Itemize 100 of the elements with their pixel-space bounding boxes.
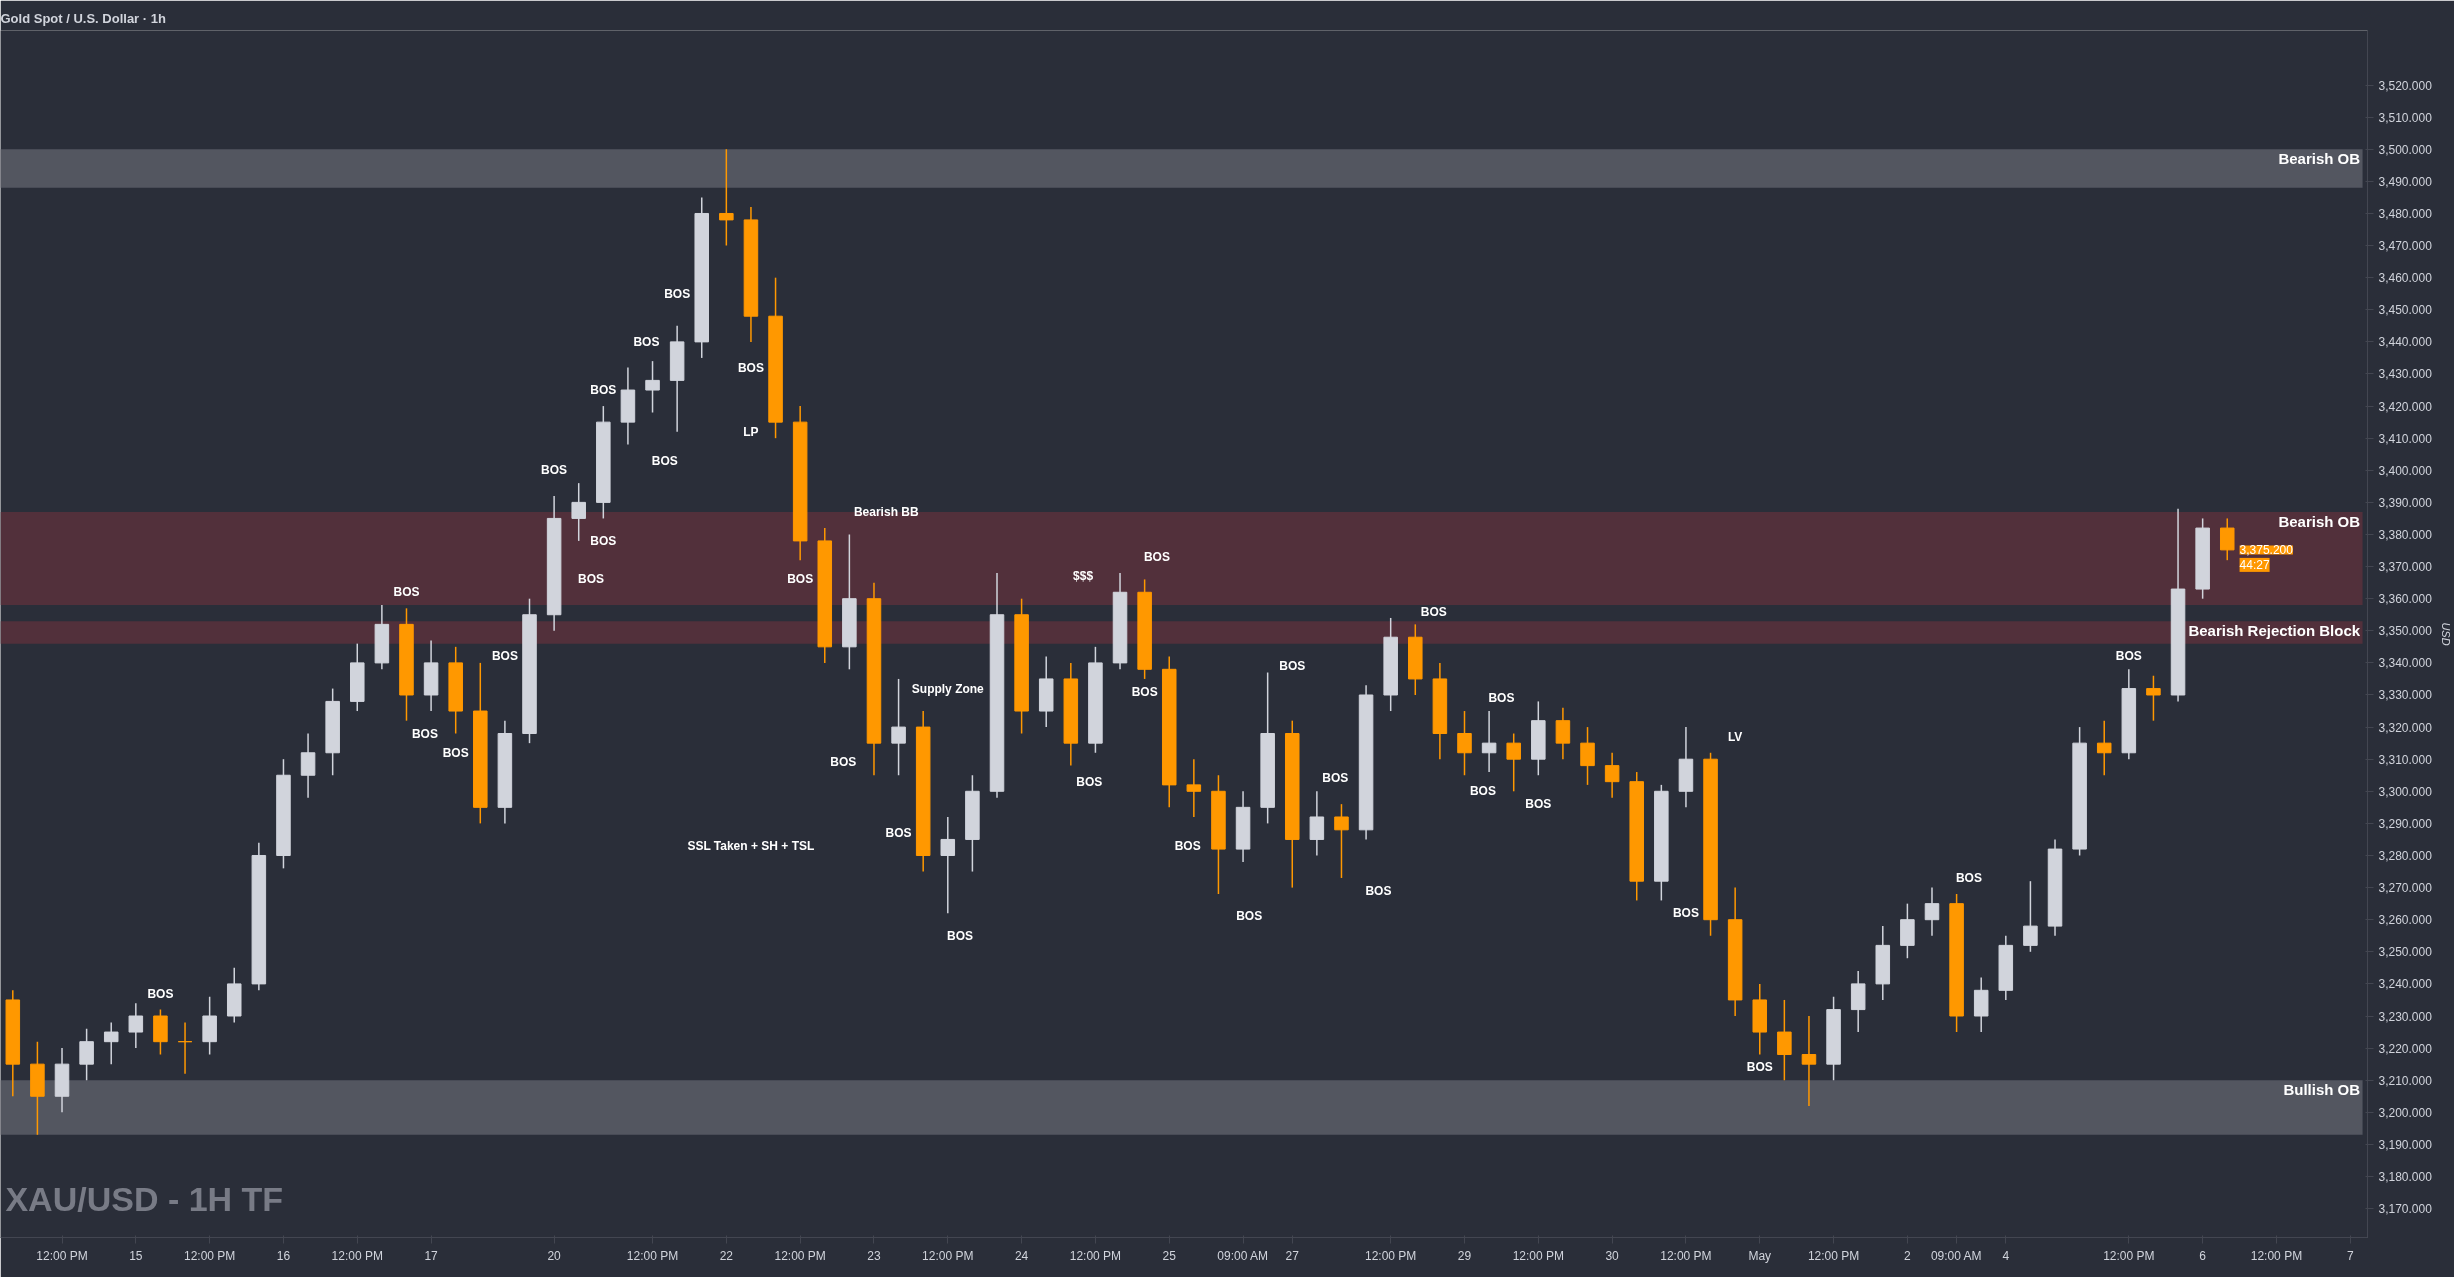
x-tick-label: 12:00 PM [922,1248,974,1263]
annotation: BOS [1525,797,1552,812]
x-tick-label: 29 [1457,1248,1472,1263]
y-tick-label: 3,220.000 [2378,1041,2433,1056]
annotation: Supply Zone [911,681,985,696]
candlestick [1481,710,1497,773]
y-tick-label: 3,270.000 [2378,881,2433,896]
x-tick-label: 12:00 PM [331,1248,383,1263]
candlestick [645,360,660,414]
y-tick-label: 3,280.000 [2378,849,2433,863]
annotation: LV [1727,729,1743,744]
annotation: BOS [1143,549,1170,564]
candlestick [1457,710,1472,776]
candlestick [1924,886,1940,937]
annotation: BOS [1322,771,1349,786]
x-tick-label: 12:00 PM [1365,1248,1417,1263]
annotation: Bearish BB [853,505,919,520]
candlestick [1506,732,1521,793]
annotation: BOS [147,986,174,1001]
candlestick [1555,707,1571,760]
candlestick [1186,758,1202,818]
candlestick [300,732,316,799]
x-tick-label: 23 [867,1248,881,1263]
y-axis-title: USD [2439,622,2452,646]
annotation: BOS [411,726,438,741]
annotation: BOS [737,360,764,375]
candlestick [1604,752,1620,799]
x-tick-label: 16 [276,1248,291,1263]
band-label: Bearish OB [2278,513,2361,531]
chart-title: Gold Spot / U.S. Dollar · 1h [0,10,166,26]
y-tick-label: 3,460.000 [2378,271,2433,286]
x-tick-label: 17 [424,1248,439,1263]
annotation: 44:27 [2239,557,2270,572]
annotation: BOS [1672,906,1699,921]
candlestick [128,1002,144,1049]
y-tick-label: 3,450.000 [2378,303,2433,318]
candlestick [940,816,956,915]
candlestick [2023,880,2038,953]
y-tick-label: 3,300.000 [2378,784,2433,799]
annotation: BOS [442,745,469,760]
y-tick-label: 3,230.000 [2378,1009,2433,1024]
x-tick-label: 12:00 PM [2103,1248,2155,1263]
annotation: BOS [541,463,568,478]
annotation: BOS [885,826,912,841]
y-tick-label: 3,500.000 [2378,142,2433,157]
candlestick [1309,790,1325,857]
annotation: XAU/USD - 1H TF [5,1180,284,1219]
y-tick-label: 3,210.000 [2378,1073,2433,1088]
candlestick [2146,674,2161,722]
x-tick-label: 7 [2346,1248,2354,1263]
x-tick-label: 12:00 PM [183,1248,236,1263]
x-tick-label: 6 [2199,1248,2207,1263]
annotation: BOS [491,649,518,664]
x-tick-label: 25 [1162,1248,1177,1263]
candlestick [1801,1015,1817,1107]
annotation: BOS [664,286,691,301]
band-label: Bearish Rejection Block [2188,622,2361,640]
candlestick [571,482,586,542]
y-tick-label: 3,330.000 [2378,688,2433,703]
band-label: Bearish OB [2278,150,2361,168]
annotation: BOS [1236,909,1263,924]
x-tick-label: 12:00 PM [1807,1248,1860,1263]
x-tick-label: 12:00 PM [36,1248,88,1263]
y-tick-label: 3,240.000 [2378,977,2433,992]
x-tick-label: 24 [1014,1248,1029,1263]
annotation: BOS [1488,691,1515,706]
x-tick-label: 4 [2002,1248,2010,1263]
candlestick [891,678,906,776]
x-tick-label: 27 [1285,1248,1300,1263]
y-tick-label: 3,370.000 [2378,560,2433,575]
annotation: BOS [1469,784,1496,799]
annotation: $$$ [1073,569,1094,584]
y-tick-label: 3,380.000 [2378,527,2433,542]
annotation: BOS [947,928,974,943]
x-tick-label: 12:00 PM [1512,1248,1565,1263]
annotation: 3,375.200 [2239,543,2294,558]
x-tick-label: 12:00 PM [1660,1248,1712,1263]
annotation: BOS [590,383,617,398]
annotation: BOS [633,334,660,349]
y-tick-label: 3,290.000 [2378,816,2433,831]
annotation: BOS [590,533,617,548]
x-tick-label: 12:00 PM [774,1248,826,1263]
annotation: BOS [1131,684,1158,699]
x-tick-label: 22 [719,1248,734,1263]
candlestick [1580,726,1595,786]
y-tick-label: 3,410.000 [2378,431,2433,446]
annotation: BOS [2115,649,2142,664]
annotation: BOS [1746,1060,1773,1075]
y-tick-label: 3,440.000 [2378,335,2433,350]
annotation: BOS [393,585,420,600]
y-tick-label: 3,170.000 [2378,1202,2433,1217]
annotation: BOS [578,572,605,587]
annotation: BOS [1174,838,1201,853]
candlestick [1777,999,1792,1081]
candlestick [103,1021,119,1065]
x-tick-label: 12:00 PM [2250,1248,2303,1263]
annotation: BOS [651,453,678,468]
y-tick-label: 3,310.000 [2378,752,2433,767]
y-tick-label: 3,470.000 [2378,239,2433,254]
x-tick-label: 30 [1605,1248,1620,1263]
